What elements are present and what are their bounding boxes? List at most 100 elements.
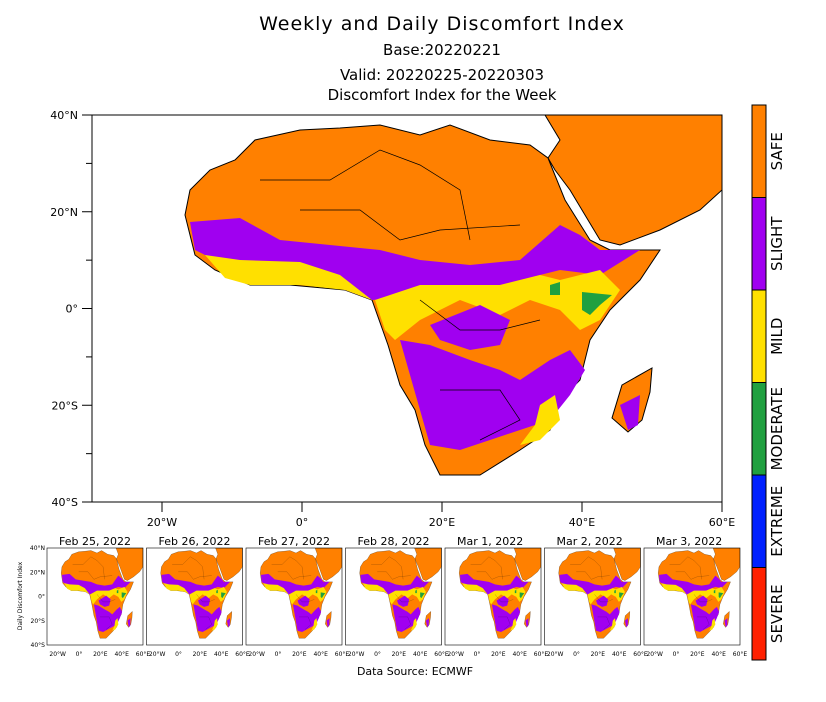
daily-map-body	[160, 548, 243, 639]
daily-x-tick: 60°E	[633, 651, 648, 658]
daily-map	[359, 548, 442, 639]
daily-x-tick: 20°W	[348, 651, 365, 658]
legend-label: SLIGHT	[768, 216, 786, 271]
x-tick-label: 40°E	[569, 516, 595, 529]
daily-x-tick: 0°	[374, 651, 381, 658]
y-tick-label: 20°S	[52, 399, 78, 412]
daily-map-body	[260, 548, 343, 639]
legend-label: SAFE	[768, 132, 786, 170]
africa	[260, 548, 343, 639]
daily-frame	[345, 547, 442, 646]
x-tick-label: 60°E	[709, 516, 735, 529]
daily-y-tick: 40°S	[31, 642, 46, 649]
y-tick-label: 40°S	[52, 496, 78, 509]
daily-x-tick: 20°E	[591, 651, 606, 658]
daily-date: Mar 3, 2022	[656, 535, 722, 548]
daily-y-tick: 40°N	[30, 545, 45, 552]
daily-date: Mar 2, 2022	[557, 535, 623, 548]
daily-x-tick: 0°	[175, 651, 182, 658]
daily-map-body	[359, 548, 442, 639]
daily-x-tick: 0°	[573, 651, 580, 658]
daily-x-tick: 60°E	[335, 651, 350, 658]
legend-label: MODERATE	[768, 387, 786, 470]
daily-frame	[544, 547, 641, 646]
daily-x-tick: 20°W	[646, 651, 663, 658]
daily-map	[459, 548, 542, 639]
x-tick-label: 20°W	[147, 516, 177, 529]
daily-x-tick: 40°E	[512, 651, 527, 658]
daily-x-tick: 20°E	[491, 651, 506, 658]
daily-frame	[146, 547, 243, 646]
legend-swatch	[751, 382, 767, 476]
y-tick-label: 0°	[66, 303, 79, 316]
daily-x-tick: 20°E	[690, 651, 705, 658]
data-source: Data Source: ECMWF	[357, 665, 473, 678]
y-tick-label: 40°N	[50, 109, 78, 122]
daily-map-body	[459, 548, 542, 639]
africa	[558, 548, 641, 639]
daily-map	[260, 548, 343, 639]
daily-x-tick: 60°E	[136, 651, 151, 658]
daily-date: Feb 28, 2022	[358, 535, 430, 548]
africa	[658, 548, 741, 639]
subtitle: Discomfort Index for the Week	[328, 86, 557, 104]
daily-map-body	[61, 548, 144, 639]
daily-frame	[444, 547, 542, 646]
daily-x-tick: 20°E	[93, 651, 108, 658]
daily-map-body	[558, 548, 641, 639]
daily-map	[658, 548, 741, 639]
daily-y-tick: 0°	[38, 594, 45, 601]
daily-map-body	[658, 548, 741, 639]
daily-x-tick: 20°W	[248, 651, 265, 658]
daily-axis-label: Daily Discomfort Index	[17, 561, 24, 630]
daily-x-tick: 0°	[474, 651, 481, 658]
daily-x-tick: 60°E	[534, 651, 549, 658]
daily-x-tick: 60°E	[733, 651, 748, 658]
legend-swatch	[751, 197, 767, 291]
daily-frame	[245, 547, 343, 646]
legend-label: EXTREME	[768, 486, 786, 557]
daily-x-tick: 40°E	[214, 651, 229, 658]
daily-date: Feb 27, 2022	[258, 535, 330, 548]
daily-x-tick: 40°E	[711, 651, 726, 658]
daily-x-tick: 40°E	[313, 651, 328, 658]
base-date: Base:20220221	[383, 41, 501, 59]
daily-x-tick: 0°	[673, 651, 680, 658]
legend-swatch	[751, 104, 767, 198]
daily-x-tick: 40°E	[612, 651, 627, 658]
valid-range: Valid: 20220225-20220303	[340, 66, 544, 84]
daily-x-tick: 20°W	[447, 651, 464, 658]
daily-frame	[46, 547, 144, 646]
daily-map	[558, 548, 641, 639]
africa	[359, 548, 442, 639]
daily-date: Mar 1, 2022	[457, 535, 523, 548]
title: Weekly and Daily Discomfort Index	[259, 13, 625, 35]
daily-map	[160, 548, 243, 639]
daily-x-tick: 60°E	[235, 651, 250, 658]
daily-y-tick: 20°N	[30, 569, 45, 576]
daily-y-tick: 20°S	[31, 618, 46, 625]
daily-x-tick: 0°	[76, 651, 83, 658]
legend-swatch	[751, 289, 767, 383]
x-tick-label: 0°	[296, 516, 309, 529]
daily-date: Feb 25, 2022	[59, 535, 131, 548]
legend-label: SEVERE	[768, 584, 786, 643]
legend-swatch	[751, 567, 767, 661]
daily-x-tick: 40°E	[413, 651, 428, 658]
daily-x-tick: 0°	[275, 651, 282, 658]
daily-x-tick: 20°E	[392, 651, 407, 658]
daily-map	[61, 548, 144, 639]
africa	[459, 548, 542, 639]
x-tick-label: 20°E	[429, 516, 455, 529]
daily-x-tick: 20°W	[49, 651, 66, 658]
legend-swatch	[751, 474, 767, 568]
daily-frame	[643, 547, 741, 646]
daily-x-tick: 20°W	[547, 651, 564, 658]
daily-x-tick: 20°E	[292, 651, 307, 658]
daily-date: Feb 26, 2022	[159, 535, 231, 548]
africa	[61, 548, 144, 639]
legend-label: MILD	[768, 318, 786, 355]
africa	[160, 548, 243, 639]
daily-x-tick: 20°W	[149, 651, 166, 658]
